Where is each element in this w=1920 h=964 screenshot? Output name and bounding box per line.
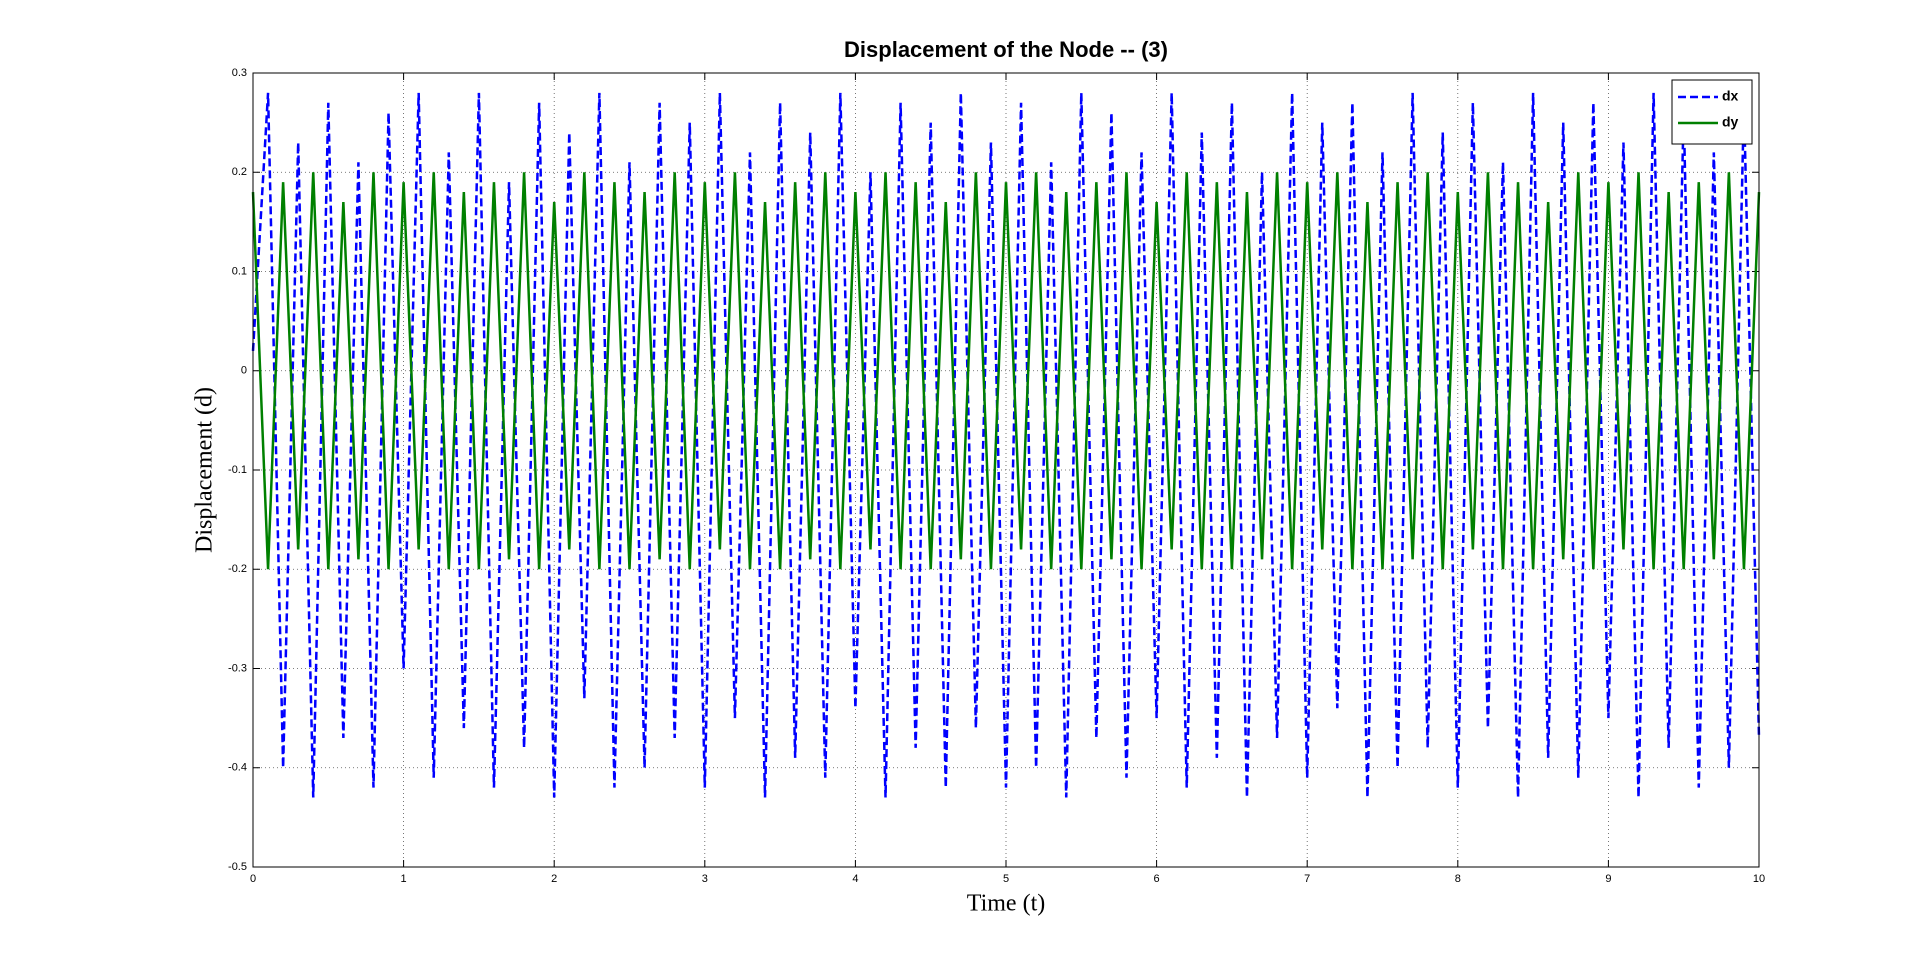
- y-tick-label: -0.2: [228, 563, 247, 575]
- y-tick-label: -0.5: [228, 861, 247, 873]
- x-tick-label: 6: [1154, 873, 1160, 885]
- x-tick-label: 3: [702, 873, 708, 885]
- x-tick-label: 4: [852, 873, 858, 885]
- y-tick-label: -0.4: [228, 762, 247, 774]
- y-tick-label: 0.1: [232, 265, 247, 277]
- y-tick-label: 0.3: [232, 67, 247, 79]
- legend-box: [1671, 79, 1753, 145]
- x-tick-label: 0: [250, 873, 256, 885]
- x-tick-label: 10: [1753, 873, 1765, 885]
- x-tick-label: 8: [1455, 873, 1461, 885]
- y-axis-label: Displacement (d): [192, 387, 218, 553]
- x-tick-label: 9: [1605, 873, 1611, 885]
- x-tick-label: 2: [551, 873, 557, 885]
- y-tick-label: -0.1: [228, 464, 247, 476]
- x-tick-label: 7: [1304, 873, 1310, 885]
- axes-box: [252, 72, 1760, 868]
- legend: dx dy: [1671, 79, 1753, 145]
- y-tick-label: 0: [241, 365, 247, 377]
- legend-label: dy: [1722, 114, 1739, 130]
- chart-title: Displacement of the Node -- (3): [844, 37, 1168, 62]
- legend-label: dx: [1722, 88, 1739, 104]
- data-line: [251, 172, 1761, 570]
- data-line: [251, 92, 1761, 798]
- y-tick-label: -0.3: [228, 662, 247, 674]
- x-tick-label: 5: [1003, 873, 1009, 885]
- x-tick-label: 1: [401, 873, 407, 885]
- y-tick-label: 0.2: [232, 166, 247, 178]
- x-axis-label: Time (t): [967, 891, 1045, 917]
